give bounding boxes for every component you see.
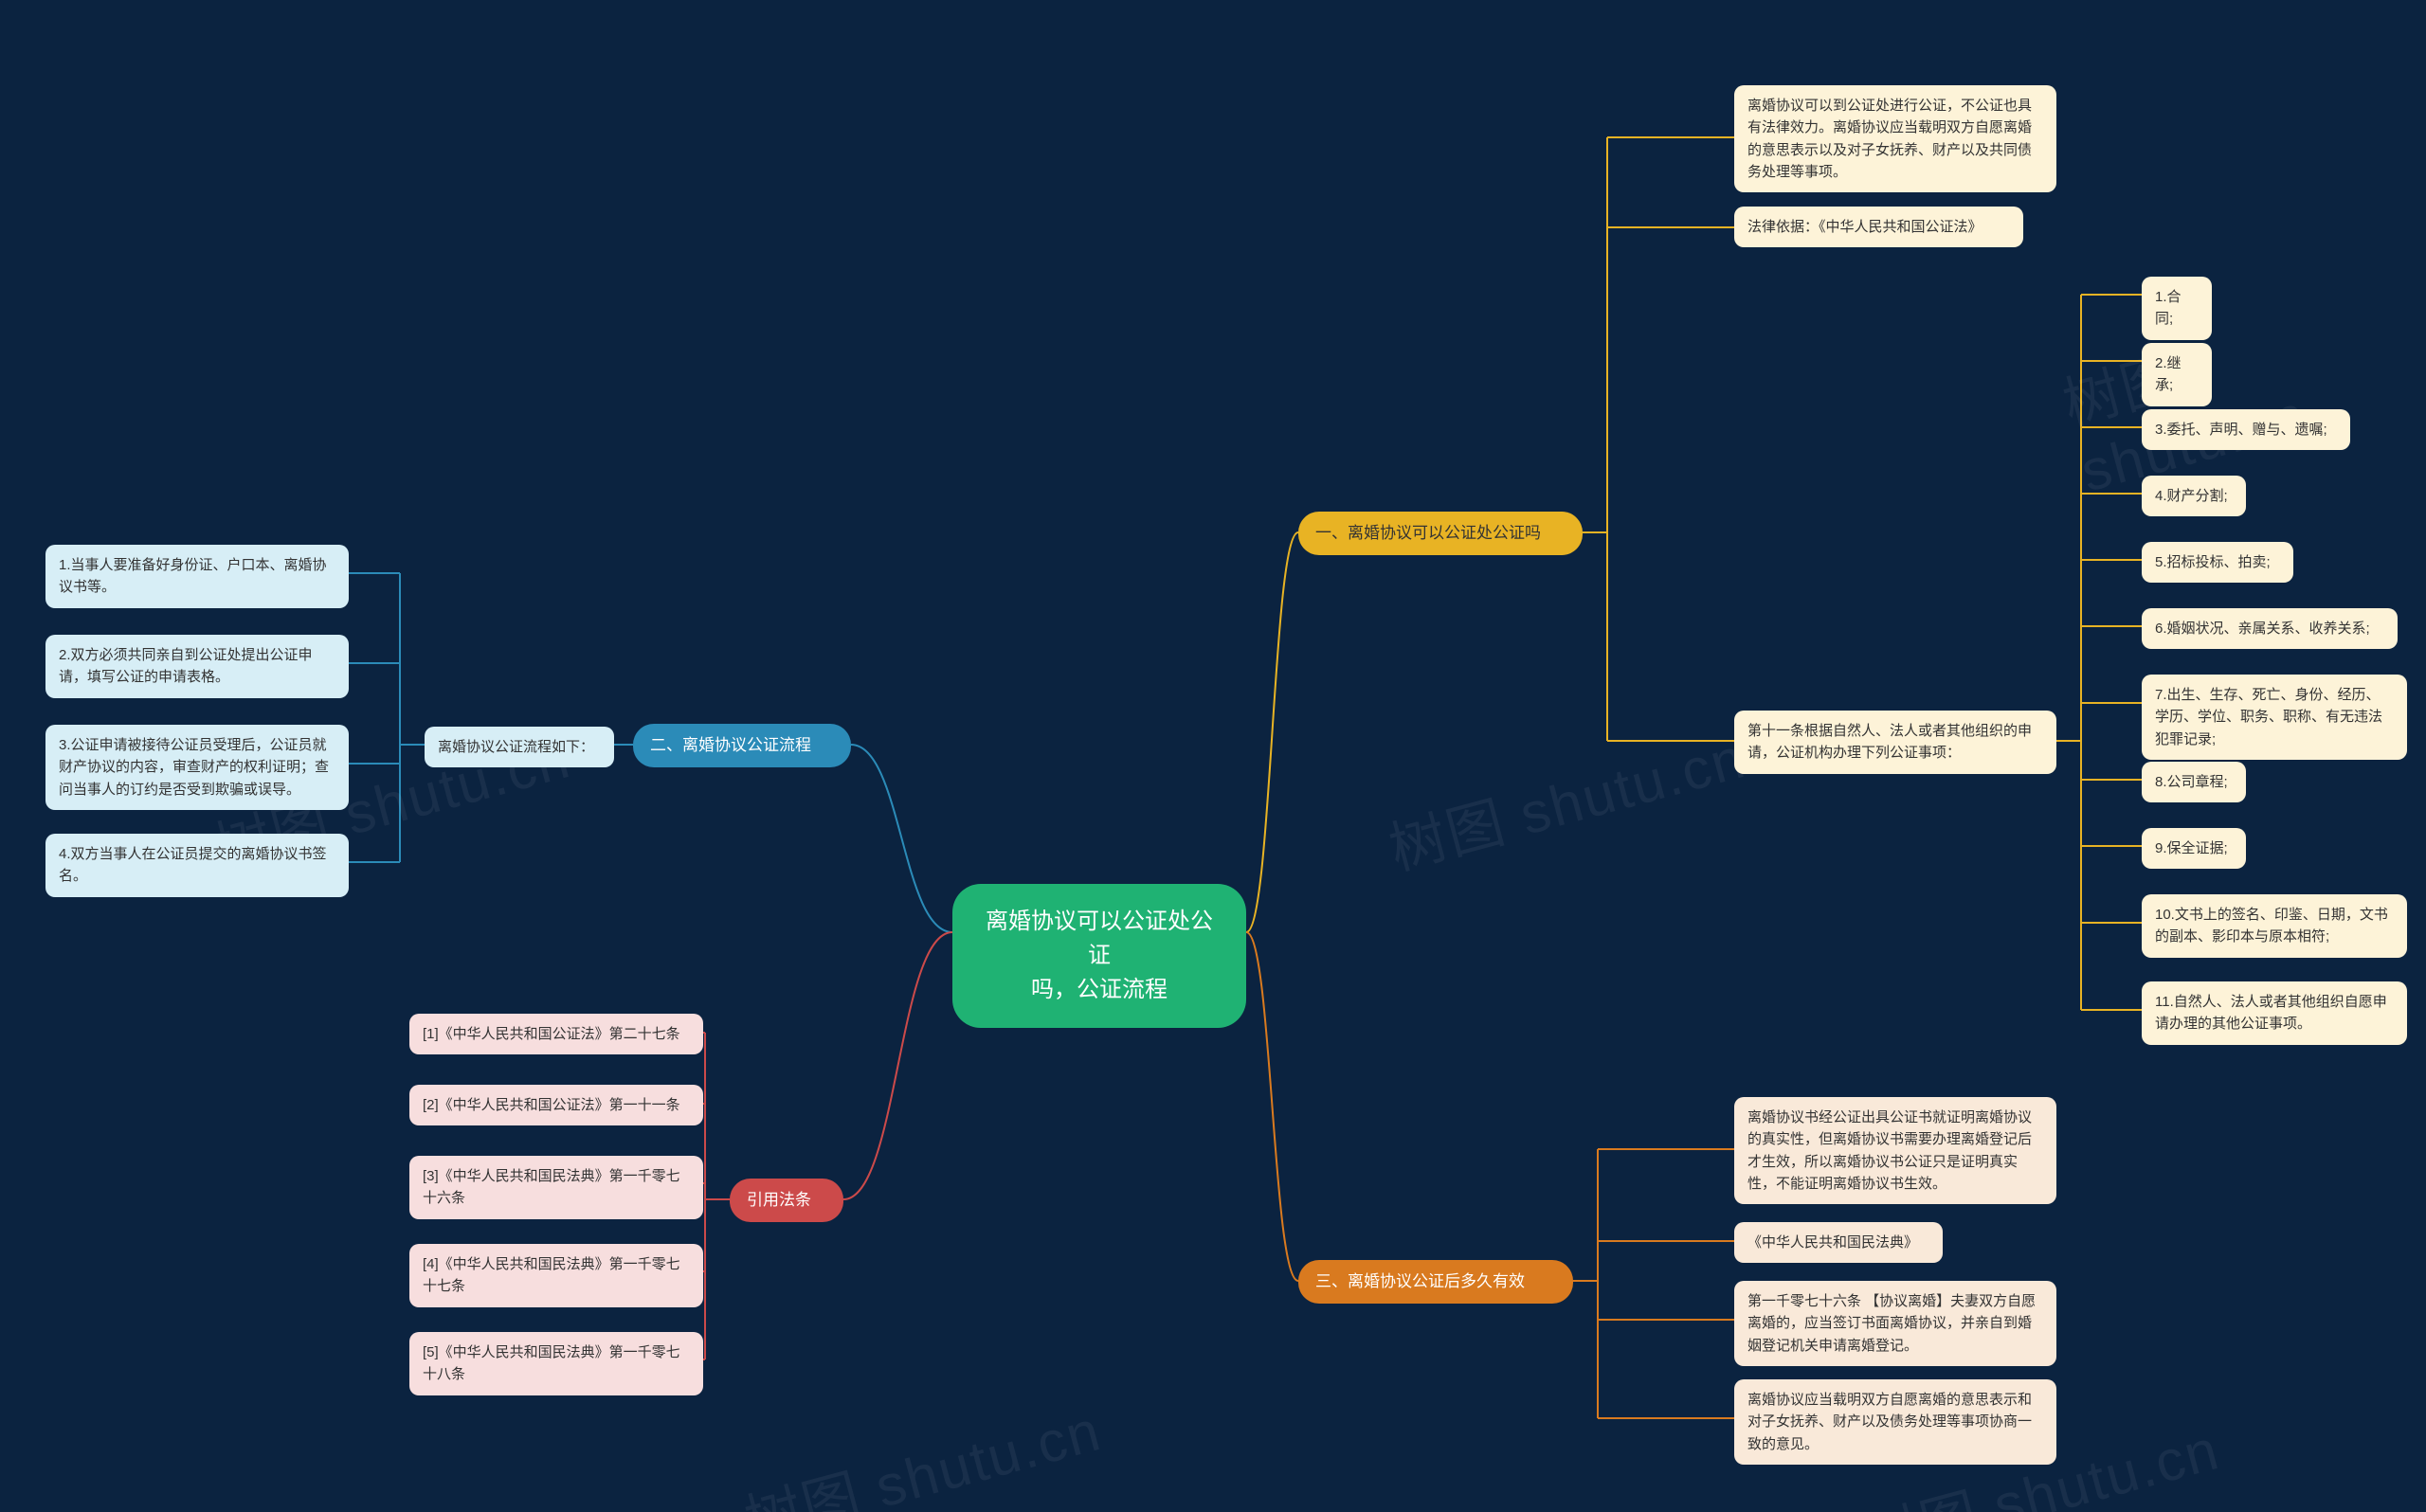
- watermark: 树图 shutu.cn: [734, 1385, 1109, 1512]
- connector-layer: [0, 0, 2426, 1512]
- branch-b1[interactable]: 一、离婚协议可以公证处公证吗: [1298, 512, 1583, 555]
- b4-4: [4]《中华人民共和国民法典》第一千零七十七条: [409, 1244, 703, 1307]
- b1-3: 第十一条根据自然人、法人或者其他组织的申请，公证机构办理下列公证事项：: [1734, 711, 2056, 774]
- connector-path: [1246, 532, 1298, 932]
- b1-3-6: 6.婚姻状况、亲属关系、收养关系;: [2142, 608, 2398, 649]
- b3-4: 离婚协议应当载明双方自愿离婚的意思表示和对子女抚养、财产以及债务处理等事项协商一…: [1734, 1379, 2056, 1465]
- branch-b2[interactable]: 二、离婚协议公证流程: [633, 724, 851, 767]
- b3-2: 《中华人民共和国民法典》: [1734, 1222, 1943, 1263]
- b1-2: 法律依据：《中华人民共和国公证法》: [1734, 207, 2023, 247]
- b1-3-9: 9.保全证据;: [2142, 828, 2246, 869]
- b2-4: 4.双方当事人在公证员提交的离婚协议书签名。: [45, 834, 349, 897]
- b1-3-1: 1.合同;: [2142, 277, 2212, 340]
- b1-3-3: 3.委托、声明、赠与、遗嘱;: [2142, 409, 2350, 450]
- root-node[interactable]: 离婚协议可以公证处公证 吗，公证流程: [952, 884, 1246, 1028]
- b2-m: 离婚协议公证流程如下：: [425, 727, 614, 767]
- b1-1: 离婚协议可以到公证处进行公证，不公证也具有法律效力。离婚协议应当载明双方自愿离婚…: [1734, 85, 2056, 192]
- b4-3: [3]《中华人民共和国民法典》第一千零七十六条: [409, 1156, 703, 1219]
- b1-3-10: 10.文书上的签名、印鉴、日期，文书的副本、影印本与原本相符;: [2142, 894, 2407, 958]
- b1-3-7: 7.出生、生存、死亡、身份、经历、学历、学位、职务、职称、有无违法犯罪记录;: [2142, 675, 2407, 760]
- branch-b4[interactable]: 引用法条: [730, 1179, 843, 1222]
- b4-5: [5]《中华人民共和国民法典》第一千零七十八条: [409, 1332, 703, 1395]
- watermark: 树图 shutu.cn: [1379, 712, 1753, 887]
- b2-1: 1.当事人要准备好身份证、户口本、离婚协议书等。: [45, 545, 349, 608]
- b3-3: 第一千零七十六条 【协议离婚】夫妻双方自愿离婚的，应当签订书面离婚协议，并亲自到…: [1734, 1281, 2056, 1366]
- b4-1: [1]《中华人民共和国公证法》第二十七条: [409, 1014, 703, 1054]
- b2-3: 3.公证申请被接待公证员受理后，公证员就财产协议的内容，审查财产的权利证明；查问…: [45, 725, 349, 810]
- b1-3-5: 5.招标投标、拍卖;: [2142, 542, 2293, 583]
- connector-path: [851, 745, 952, 932]
- b2-2: 2.双方必须共同亲自到公证处提出公证申请，填写公证的申请表格。: [45, 635, 349, 698]
- branch-b3[interactable]: 三、离婚协议公证后多久有效: [1298, 1260, 1573, 1304]
- b1-3-11: 11.自然人、法人或者其他组织自愿申请办理的其他公证事项。: [2142, 981, 2407, 1045]
- b1-3-8: 8.公司章程;: [2142, 762, 2246, 802]
- b3-1: 离婚协议书经公证出具公证书就证明离婚协议的真实性，但离婚协议书需要办理离婚登记后…: [1734, 1097, 2056, 1204]
- b4-2: [2]《中华人民共和国公证法》第一十一条: [409, 1085, 703, 1125]
- b1-3-4: 4.财产分割;: [2142, 476, 2246, 516]
- b1-3-2: 2.继承;: [2142, 343, 2212, 406]
- connector-path: [843, 932, 952, 1199]
- watermark: 树图 shutu.cn: [2053, 268, 2426, 504]
- connector-path: [1246, 932, 1298, 1281]
